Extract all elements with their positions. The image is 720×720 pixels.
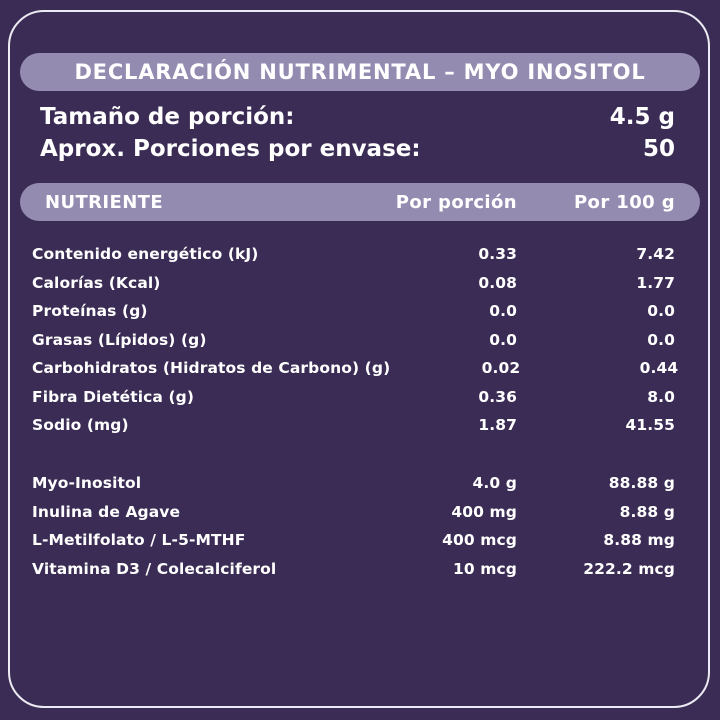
per-100g-value: 8.0 <box>647 387 675 406</box>
per-100g-value: 0.44 <box>639 359 679 378</box>
table-row: Fibra Dietética (g) 0.36 8.0 <box>32 383 675 412</box>
table-row: Grasas (Lípidos) (g) 0.0 0.0 <box>32 326 675 355</box>
per-serving-value: 0.33 <box>478 245 517 264</box>
column-header-nutrient: NUTRIENTE <box>45 191 164 213</box>
table-row: Vitamina D3 / Colecalciferol 10 mcg 222.… <box>32 555 675 584</box>
per-100g-value: 222.2 mcg <box>583 559 675 578</box>
per-serving-value: 0.08 <box>478 273 517 292</box>
nutrient-name: Proteínas (g) <box>32 302 148 321</box>
nutrient-name: Calorías (Kcal) <box>32 273 161 292</box>
nutrient-name: Grasas (Lípidos) (g) <box>32 330 207 349</box>
per-serving-value: 0.36 <box>478 387 517 406</box>
per-100g-value: 1.77 <box>636 273 675 292</box>
per-serving-value: 0.0 <box>489 330 517 349</box>
serving-size-label: Tamaño de porción: <box>40 104 295 130</box>
nutrient-name: Sodio (mg) <box>32 416 129 435</box>
serving-size-value: 4.5 g <box>609 104 675 130</box>
per-serving-value: 1.87 <box>478 416 517 435</box>
nutrient-name: Contenido energético (kJ) <box>32 245 259 264</box>
table-row: Contenido energético (kJ) 0.33 7.42 <box>32 240 675 269</box>
page-title: DECLARACIÓN NUTRIMENTAL – MYO INOSITOL <box>74 60 646 84</box>
table-row: Carbohidratos (Hidratos de Carbono) (g) … <box>32 354 679 383</box>
nutrient-name: Inulina de Agave <box>32 502 181 521</box>
per-100g-value: 0.0 <box>647 330 675 349</box>
serving-info: Tamaño de porción: 4.5 g Aprox. Porcione… <box>40 101 675 165</box>
per-serving-value: 400 mcg <box>442 531 517 550</box>
table-row: L-Metilfolato / L-5-MTHF 400 mcg 8.88 mg <box>32 526 675 555</box>
per-100g-value: 7.42 <box>636 245 675 264</box>
nutrient-rows-supplement: Myo-Inositol 4.0 g 88.88 g Inulina de Ag… <box>32 469 675 583</box>
nutrient-rows-main: Contenido energético (kJ) 0.33 7.42 Calo… <box>32 240 679 440</box>
servings-per-container-label: Aprox. Porciones por envase: <box>40 136 421 162</box>
nutrient-name: Vitamina D3 / Colecalciferol <box>32 559 277 578</box>
column-header-per-serving: Por porción <box>395 191 517 213</box>
nutrient-name: Carbohidratos (Hidratos de Carbono) (g) <box>32 359 391 378</box>
servings-per-container-row: Aprox. Porciones por envase: 50 <box>40 133 675 165</box>
per-serving-value: 4.0 g <box>472 474 517 493</box>
serving-size-row: Tamaño de porción: 4.5 g <box>40 101 675 133</box>
per-100g-value: 88.88 g <box>608 474 675 493</box>
per-serving-value: 400 mg <box>451 502 517 521</box>
per-100g-value: 41.55 <box>625 416 675 435</box>
column-header-per-100g: Por 100 g <box>573 191 675 213</box>
per-serving-value: 0.0 <box>489 302 517 321</box>
table-row: Inulina de Agave 400 mg 8.88 g <box>32 498 675 527</box>
nutrient-name: Myo-Inositol <box>32 474 142 493</box>
table-row: Myo-Inositol 4.0 g 88.88 g <box>32 469 675 498</box>
table-row: Proteínas (g) 0.0 0.0 <box>32 297 675 326</box>
table-row: Sodio (mg) 1.87 41.55 <box>32 411 675 440</box>
per-serving-value: 0.02 <box>481 359 521 378</box>
nutrient-name: Fibra Dietética (g) <box>32 387 195 406</box>
table-header-row: NUTRIENTE Por porción Por 100 g <box>20 183 700 221</box>
per-100g-value: 8.88 mg <box>603 531 675 550</box>
per-serving-value: 10 mcg <box>452 559 517 578</box>
servings-per-container-value: 50 <box>642 136 675 162</box>
label-title-bar: DECLARACIÓN NUTRIMENTAL – MYO INOSITOL <box>20 53 700 91</box>
table-row: Calorías (Kcal) 0.08 1.77 <box>32 269 675 298</box>
nutrient-name: L-Metilfolato / L-5-MTHF <box>32 531 246 550</box>
per-100g-value: 0.0 <box>647 302 675 321</box>
per-100g-value: 8.88 g <box>619 502 675 521</box>
